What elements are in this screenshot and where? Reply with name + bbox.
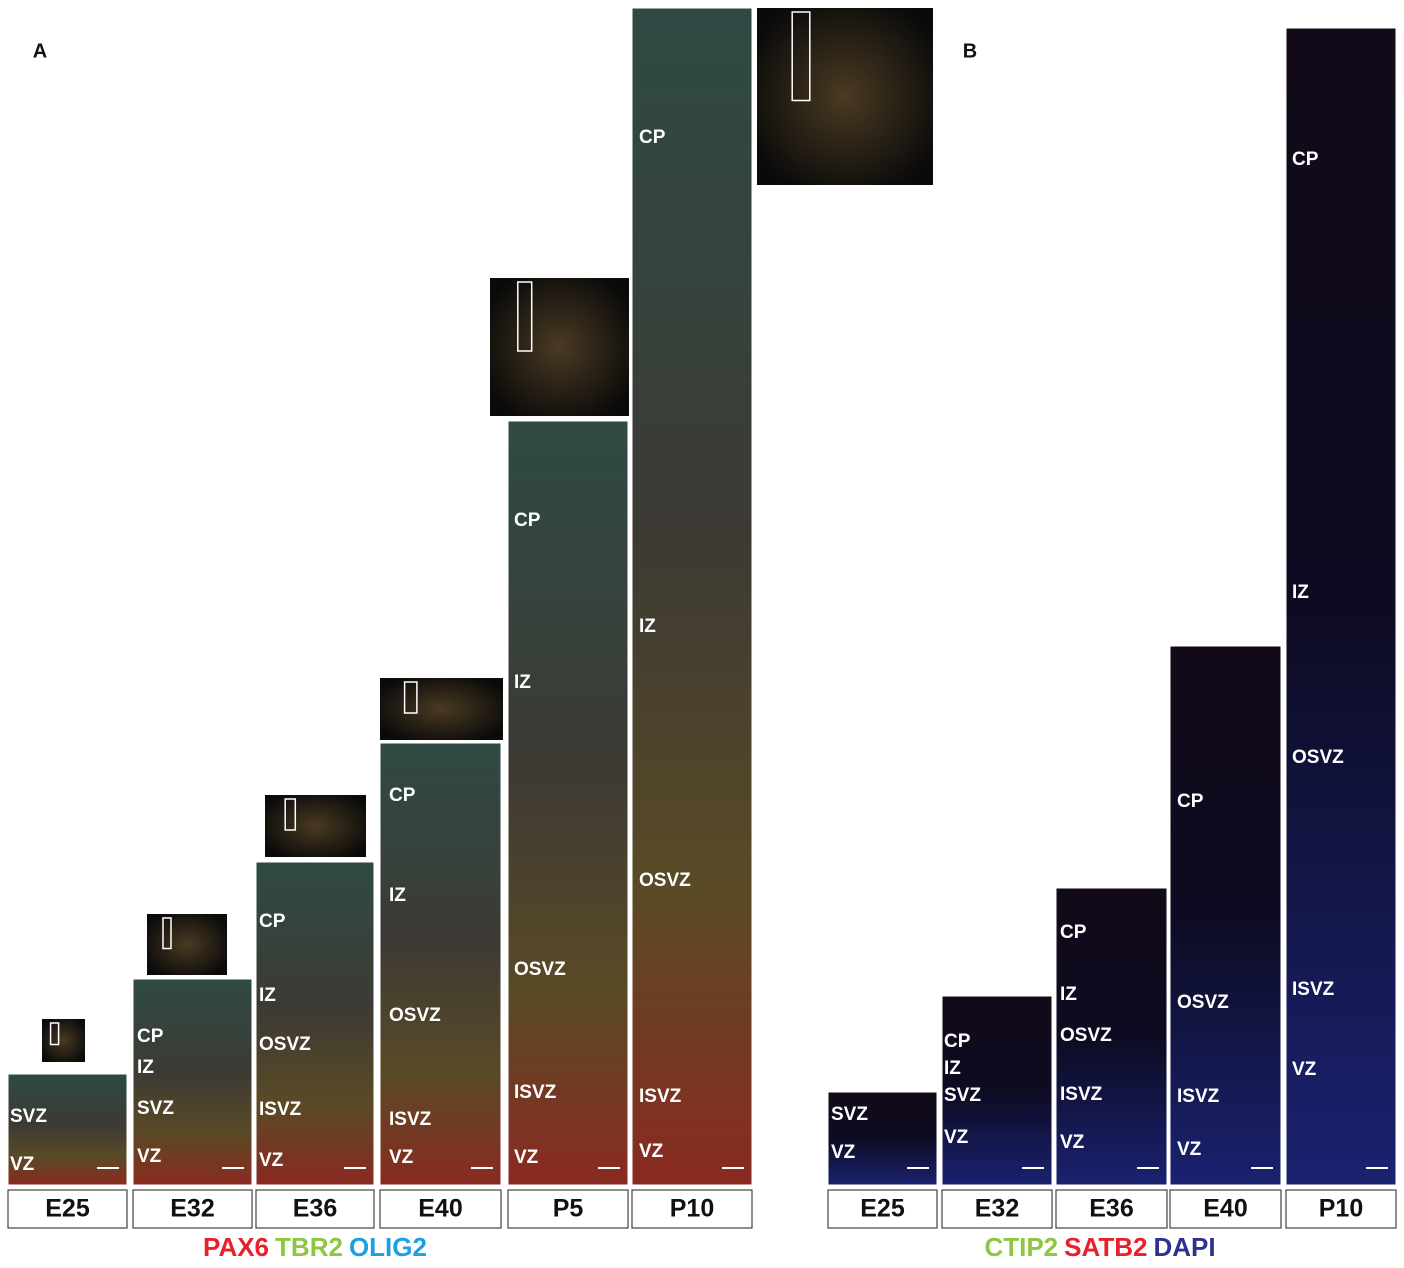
micrograph — [1286, 28, 1396, 1185]
age-label: P10 — [1319, 1195, 1363, 1223]
zone-label: OSVZ — [1060, 1025, 1112, 1046]
zone-label: VZ — [944, 1127, 969, 1148]
inset-image — [147, 914, 227, 975]
zone-label: VZ — [10, 1154, 35, 1175]
zone-label: CP — [514, 510, 541, 531]
zone-label: OSVZ — [639, 870, 691, 891]
zone-label: IZ — [639, 616, 656, 637]
zone-label: CP — [1060, 922, 1087, 943]
inset-image — [490, 278, 629, 416]
zone-label: IZ — [137, 1057, 154, 1078]
age-label: E32 — [975, 1195, 1019, 1223]
zone-label: SVZ — [831, 1104, 868, 1125]
age-label: E40 — [1203, 1195, 1247, 1223]
zone-label: VZ — [389, 1147, 414, 1168]
zone-label: VZ — [514, 1147, 539, 1168]
micrograph — [508, 421, 628, 1185]
age-label: E40 — [418, 1195, 462, 1223]
age-label: E25 — [45, 1195, 90, 1223]
stain-name: OLIG2 — [349, 1232, 427, 1262]
zone-label: ISVZ — [1292, 979, 1335, 1000]
zone-label: VZ — [831, 1142, 856, 1163]
micrograph — [632, 8, 752, 1185]
zone-label: OSVZ — [1177, 992, 1229, 1013]
zone-label: OSVZ — [259, 1034, 311, 1055]
inset-image — [42, 1019, 85, 1062]
stain-name: TBR2 — [275, 1232, 343, 1262]
zone-label: VZ — [1060, 1132, 1085, 1153]
panel-label: A — [33, 40, 47, 62]
zone-label: ISVZ — [639, 1086, 682, 1107]
zone-label: IZ — [1292, 582, 1309, 603]
zone-label: VZ — [137, 1146, 162, 1167]
age-label: E32 — [170, 1195, 214, 1223]
age-label: P10 — [670, 1195, 714, 1223]
zone-label: OSVZ — [1292, 747, 1344, 768]
age-label: E36 — [293, 1195, 337, 1223]
zone-label: VZ — [1177, 1139, 1202, 1160]
zone-label: CP — [639, 127, 666, 148]
zone-label: OSVZ — [389, 1005, 441, 1026]
zone-label: CP — [259, 911, 286, 932]
zone-label: VZ — [259, 1150, 284, 1171]
figure: A SVZ VZ E25 CP IZ SVZ VZ E32 CP IZ OSVZ ISVZ VZ E36 CP… — [0, 0, 1404, 1268]
zone-label: OSVZ — [514, 959, 566, 980]
zone-label: IZ — [259, 985, 276, 1006]
zone-label: ISVZ — [389, 1109, 432, 1130]
zone-label: ISVZ — [514, 1082, 557, 1103]
zone-label: SVZ — [944, 1085, 981, 1106]
zone-label: CP — [389, 785, 416, 806]
zone-label: IZ — [389, 885, 406, 906]
zone-label: CP — [1292, 149, 1319, 170]
zone-label: SVZ — [10, 1106, 47, 1127]
inset-image — [380, 678, 503, 740]
zone-label: ISVZ — [1177, 1086, 1220, 1107]
zone-label: ISVZ — [1060, 1084, 1103, 1105]
age-label: P5 — [553, 1195, 584, 1223]
zone-label: CP — [137, 1026, 164, 1047]
inset-image — [757, 8, 933, 185]
stain-name: DAPI — [1153, 1232, 1215, 1262]
inset-image — [265, 795, 366, 857]
zone-label: VZ — [639, 1141, 664, 1162]
age-label: E36 — [1089, 1195, 1133, 1223]
zone-label: VZ — [1292, 1059, 1317, 1080]
stain-name: PAX6 — [203, 1232, 269, 1262]
age-label: E25 — [860, 1195, 905, 1223]
stain-name: SATB2 — [1064, 1232, 1147, 1262]
zone-label: IZ — [944, 1058, 961, 1079]
zone-label: ISVZ — [259, 1099, 302, 1120]
zone-label: IZ — [514, 672, 531, 693]
zone-label: SVZ — [137, 1098, 174, 1119]
stain-name: CTIP2 — [984, 1232, 1058, 1262]
zone-label: CP — [944, 1031, 971, 1052]
zone-label: CP — [1177, 791, 1204, 812]
panel-label: B — [963, 40, 977, 62]
zone-label: IZ — [1060, 984, 1077, 1005]
